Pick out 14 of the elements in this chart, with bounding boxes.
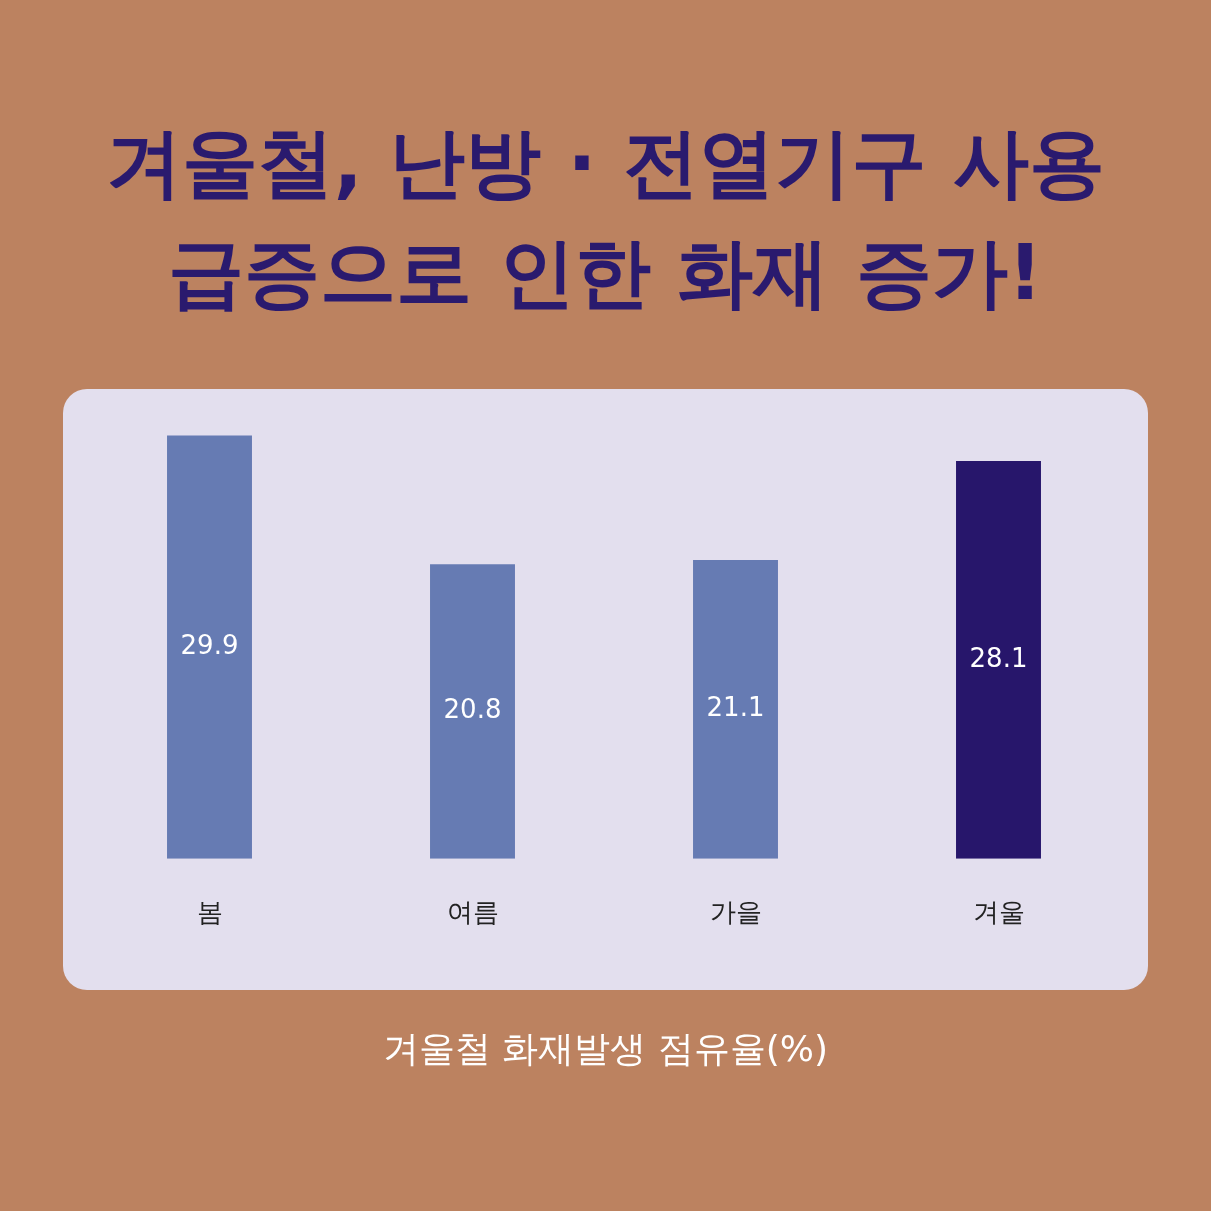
- data-label: 28.1: [969, 642, 1028, 673]
- x-tick-label: 여름: [446, 897, 499, 928]
- data-label: 20.8: [443, 694, 502, 725]
- chart-title: 겨울철, 난방 · 전열기구 사용 급증으로 인한 화재 증가!: [104, 117, 1107, 319]
- bar: [956, 460, 1041, 859]
- bar: [693, 560, 778, 859]
- bar: [167, 435, 252, 859]
- bar: [430, 564, 515, 859]
- data-label: 21.1: [706, 692, 765, 723]
- data-label: 29.9: [180, 629, 239, 660]
- x-tick-label: 봄: [196, 897, 223, 928]
- x-tick-label: 가을: [709, 897, 762, 928]
- x-tick-label: 겨울: [972, 897, 1025, 928]
- text: 겨울철 화재발생 점유율(%): [381, 1027, 830, 1071]
